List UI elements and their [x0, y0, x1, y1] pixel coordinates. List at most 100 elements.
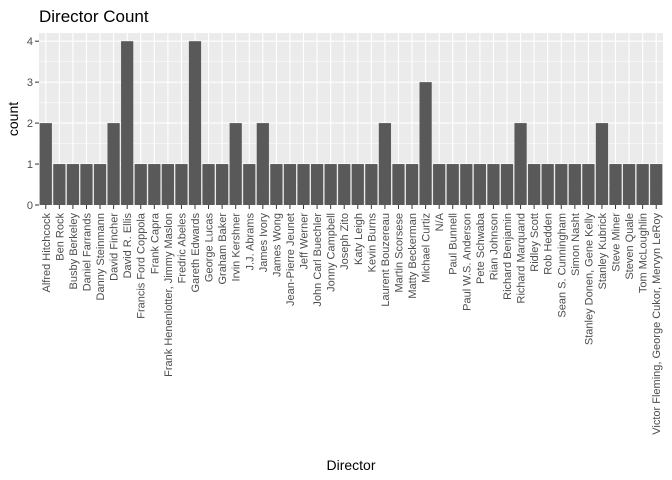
x-tick-label: Paul Bunnell — [448, 213, 460, 275]
y-tick-label: 0 — [27, 200, 33, 212]
x-tick-label: John Carl Buechler — [312, 213, 324, 307]
x-tick-label: George Lucas — [204, 213, 216, 283]
bar — [148, 164, 161, 205]
x-tick-label: Victor Fleming, George Cukor, Mervyn LeR… — [651, 213, 663, 435]
bar — [514, 123, 527, 205]
bar — [582, 164, 595, 205]
x-tick-label: Gareth Edwards — [190, 213, 202, 293]
bar — [433, 164, 446, 205]
x-tick-label: Steve Miner — [611, 213, 623, 272]
bar — [473, 164, 486, 205]
x-axis: Alfred Hitchcock Ben Rock Busby Berkeley Da… — [41, 205, 663, 435]
x-tick-label: Ridley Scott — [529, 213, 541, 272]
bar — [39, 123, 52, 205]
bar — [392, 164, 405, 205]
chart-title: Director Count — [39, 7, 149, 26]
bar — [161, 164, 174, 205]
bar — [500, 164, 514, 205]
bar — [243, 164, 256, 205]
x-tick-label: Laurent Bouzereau — [380, 213, 392, 307]
x-tick-label: Stanley Kubrick — [597, 213, 609, 290]
bar — [229, 123, 242, 205]
bar — [568, 164, 581, 205]
x-tick-label: Alfred Hitchcock — [41, 213, 53, 293]
x-tick-label: Danny Steinmann — [95, 213, 107, 300]
x-tick-label: Martin Scorsese — [393, 213, 405, 292]
bar — [365, 164, 378, 205]
y-axis-title: count — [5, 102, 21, 136]
bar — [216, 164, 229, 205]
bar — [595, 123, 609, 205]
x-tick-label: Rob Hedden — [543, 213, 555, 275]
y-axis: 0 1 2 3 4 — [27, 36, 39, 212]
x-tick-label: Joseph Zito — [339, 213, 351, 270]
bar — [636, 164, 649, 205]
bar — [93, 164, 107, 205]
bar — [405, 164, 419, 205]
x-tick-label: Ben Rock — [54, 213, 66, 261]
x-tick-label: Paul W.S. Anderson — [461, 213, 473, 311]
bar — [324, 164, 337, 205]
x-tick-label: Jean-Pierre Jeunet — [285, 213, 297, 306]
x-tick-label: Irvin Kershner — [231, 213, 243, 282]
x-tick-label: Pete Schwaba — [475, 212, 487, 284]
bar — [256, 123, 269, 205]
x-tick-label: Simon Nasht — [570, 213, 582, 276]
bar — [541, 164, 554, 205]
bar — [66, 164, 80, 205]
x-tick-label: Kevin Burns — [366, 213, 378, 273]
bar — [310, 164, 324, 205]
bar — [555, 164, 568, 205]
x-tick-label: Busby Berkeley — [68, 213, 80, 290]
x-tick-label: Frank Capra — [149, 212, 161, 274]
x-tick-label: Jonny Campbell — [326, 213, 338, 292]
x-tick-label: Michael Curtiz — [421, 213, 433, 283]
x-tick-label: Francis Ford Coppola — [136, 212, 148, 319]
x-tick-label: James Wong — [271, 213, 283, 277]
bar — [53, 164, 66, 205]
x-tick-label: Katy Leigh — [353, 213, 365, 265]
x-tick-label: Tom McLoughlin — [638, 213, 650, 293]
bar — [487, 164, 500, 205]
x-tick-label: David Fincher — [109, 213, 121, 281]
x-tick-label: Jeff Werner — [299, 213, 311, 270]
bar — [107, 123, 120, 205]
x-tick-label: David R. Ellis — [122, 213, 134, 279]
y-tick-label: 2 — [27, 118, 33, 130]
x-tick-label: Stanley Donen, Gene Kelly — [583, 213, 595, 346]
bar — [351, 164, 364, 205]
bar — [202, 164, 215, 205]
bar — [460, 164, 473, 205]
bar — [378, 123, 392, 205]
x-tick-label: Richard Benjamin — [502, 213, 514, 300]
x-tick-label: James Ivory — [258, 213, 270, 273]
bar — [121, 41, 134, 205]
x-tick-label: Daniel Farrands — [81, 213, 93, 292]
x-tick-label: Rian Johnson — [488, 213, 500, 280]
bar — [650, 164, 663, 205]
y-tick-label: 3 — [27, 77, 33, 89]
bar — [80, 164, 93, 205]
bar — [338, 164, 351, 205]
bar — [622, 164, 636, 205]
bar — [188, 41, 202, 205]
x-tick-label: Steven Quale — [624, 213, 636, 280]
bar — [134, 164, 147, 205]
bar — [297, 164, 310, 205]
x-axis-title: Director — [326, 457, 375, 473]
x-tick-label: Graham Baker — [217, 213, 229, 285]
y-tick-label: 1 — [27, 159, 33, 171]
x-tick-label: Richard Marquand — [516, 213, 528, 304]
x-tick-label: Fredric Abeles — [176, 213, 188, 284]
bar — [446, 164, 459, 205]
x-tick-label: N/A — [434, 212, 446, 231]
x-tick-label: J.J. Abrams — [244, 213, 256, 271]
bar — [283, 164, 297, 205]
y-tick-label: 4 — [27, 36, 33, 48]
bar — [419, 82, 432, 205]
bars — [39, 41, 663, 205]
bar — [528, 164, 541, 205]
bar — [609, 164, 622, 205]
x-tick-label: Sean S. Cunningham — [556, 213, 568, 318]
